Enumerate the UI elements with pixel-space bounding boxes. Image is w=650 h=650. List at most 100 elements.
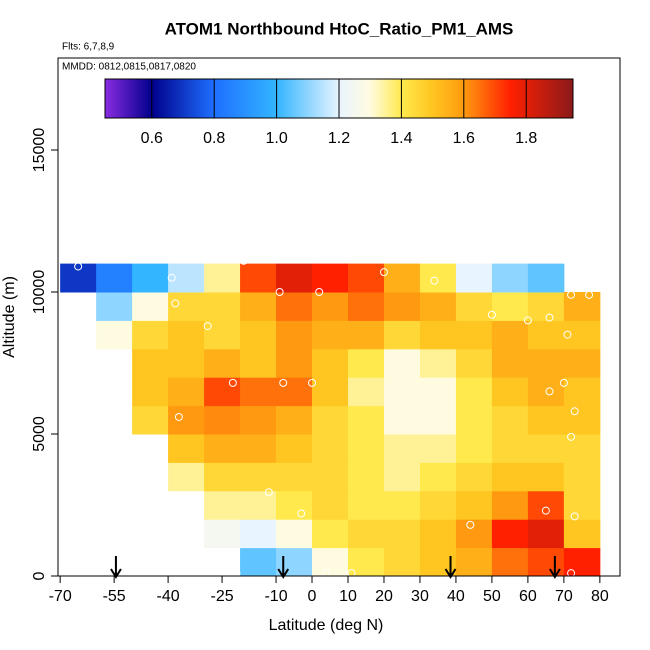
heatmap-cell xyxy=(563,320,601,350)
heatmap-cell xyxy=(527,490,565,520)
sample-point xyxy=(239,256,248,265)
plot-frame xyxy=(57,57,621,577)
heatmap-cell xyxy=(347,519,385,549)
heatmap-cell xyxy=(276,547,313,577)
heatmap-cell xyxy=(383,263,421,293)
colorbar-tick-label: 1.4 xyxy=(390,130,412,147)
heatmap-cell xyxy=(240,519,277,549)
heatmap-cell xyxy=(312,462,349,492)
sample-point xyxy=(523,316,532,325)
heatmap xyxy=(60,263,601,577)
heatmap-cell xyxy=(455,263,493,293)
flight-arrow xyxy=(549,556,561,579)
sample-point xyxy=(203,322,212,331)
heatmap-cell xyxy=(204,519,241,549)
heatmap-cell xyxy=(563,434,601,463)
heatmap-cell xyxy=(204,263,241,293)
heatmap-cell xyxy=(312,490,349,520)
heatmap-cell xyxy=(491,462,529,492)
sample-point xyxy=(545,313,554,322)
heatmap-cell xyxy=(168,263,205,293)
sample-point xyxy=(228,378,237,387)
heatmap-cell xyxy=(347,490,385,520)
heatmap-cell xyxy=(96,292,133,321)
heatmap-cell xyxy=(276,292,313,321)
heatmap-cell xyxy=(563,490,601,520)
heatmap-cell xyxy=(168,434,205,463)
heatmap-cell xyxy=(491,263,529,293)
heatmap-cell xyxy=(312,434,349,463)
heatmap-cell xyxy=(347,377,385,407)
heatmap-cell xyxy=(455,377,493,407)
heatmap-cell xyxy=(240,462,277,492)
heatmap-cell xyxy=(563,519,601,549)
heatmap-cell xyxy=(383,320,421,350)
heatmap-cell xyxy=(240,547,277,577)
sample-point xyxy=(74,262,83,271)
heatmap-cell xyxy=(419,377,457,407)
heatmap-cell xyxy=(276,462,313,492)
sample-point xyxy=(322,569,331,578)
heatmap-cell xyxy=(527,519,565,549)
heatmap-cell xyxy=(563,405,601,435)
sample-point xyxy=(567,432,576,441)
sample-point xyxy=(279,378,288,387)
heatmap-cell xyxy=(132,263,169,293)
x-tick-label: -25 xyxy=(211,588,234,605)
heatmap-cell xyxy=(312,348,349,378)
sample-point xyxy=(567,290,576,299)
sample-point xyxy=(174,412,183,421)
sample-point xyxy=(559,378,568,387)
heatmap-cell xyxy=(312,405,349,435)
x-tick-label: 20 xyxy=(375,588,393,605)
heatmap-cell xyxy=(168,320,205,350)
heatmap-cell xyxy=(132,405,169,435)
heatmap-cell xyxy=(204,490,241,520)
heatmap-cell xyxy=(527,348,565,378)
heatmap-cell xyxy=(347,292,385,321)
heatmap-cell xyxy=(168,462,205,492)
heatmap-cell xyxy=(383,462,421,492)
heatmap-cell xyxy=(455,490,493,520)
heatmap-cell xyxy=(491,320,529,350)
sample-point xyxy=(563,330,572,339)
sample-point xyxy=(585,290,594,299)
colorbar-tick-label: 1.2 xyxy=(328,130,350,147)
y-axis-label: Altitude (m) xyxy=(1,276,18,358)
heatmap-cell xyxy=(276,490,313,520)
x-tick-label: -55 xyxy=(103,588,126,605)
heatmap-cell xyxy=(312,292,349,321)
heatmap-cell xyxy=(419,405,457,435)
sample-point xyxy=(430,276,439,285)
sample-point xyxy=(545,387,554,396)
sample-points xyxy=(74,253,594,578)
heatmap-cell xyxy=(383,434,421,463)
x-tick-label: 40 xyxy=(447,588,465,605)
heatmap-cell xyxy=(132,348,169,378)
heatmap-cell xyxy=(312,320,349,350)
heatmap-cell xyxy=(276,263,313,293)
heatmap-cell xyxy=(455,547,493,577)
heatmap-cell xyxy=(419,490,457,520)
x-axis-label: Latitude (deg N) xyxy=(269,617,384,634)
sample-point xyxy=(466,520,475,529)
x-tick-label: 60 xyxy=(519,588,537,605)
heatmap-cell xyxy=(240,292,277,321)
heatmap-cell xyxy=(347,434,385,463)
heatmap-cell xyxy=(383,490,421,520)
heatmap-cell xyxy=(276,519,313,549)
flight-arrow xyxy=(277,556,290,579)
heatmap-cell xyxy=(312,519,349,549)
heatmap-cell xyxy=(491,519,529,549)
heatmap-cell xyxy=(347,405,385,435)
sample-point xyxy=(567,569,576,578)
heatmap-cell xyxy=(491,547,529,577)
sample-point xyxy=(541,506,550,515)
heatmap-cell xyxy=(168,348,205,378)
heatmap-cell xyxy=(419,292,457,321)
heatmap-cell xyxy=(419,519,457,549)
flight-arrow xyxy=(110,556,122,579)
heatmap-cell xyxy=(276,434,313,463)
heatmap-cell xyxy=(383,377,421,407)
